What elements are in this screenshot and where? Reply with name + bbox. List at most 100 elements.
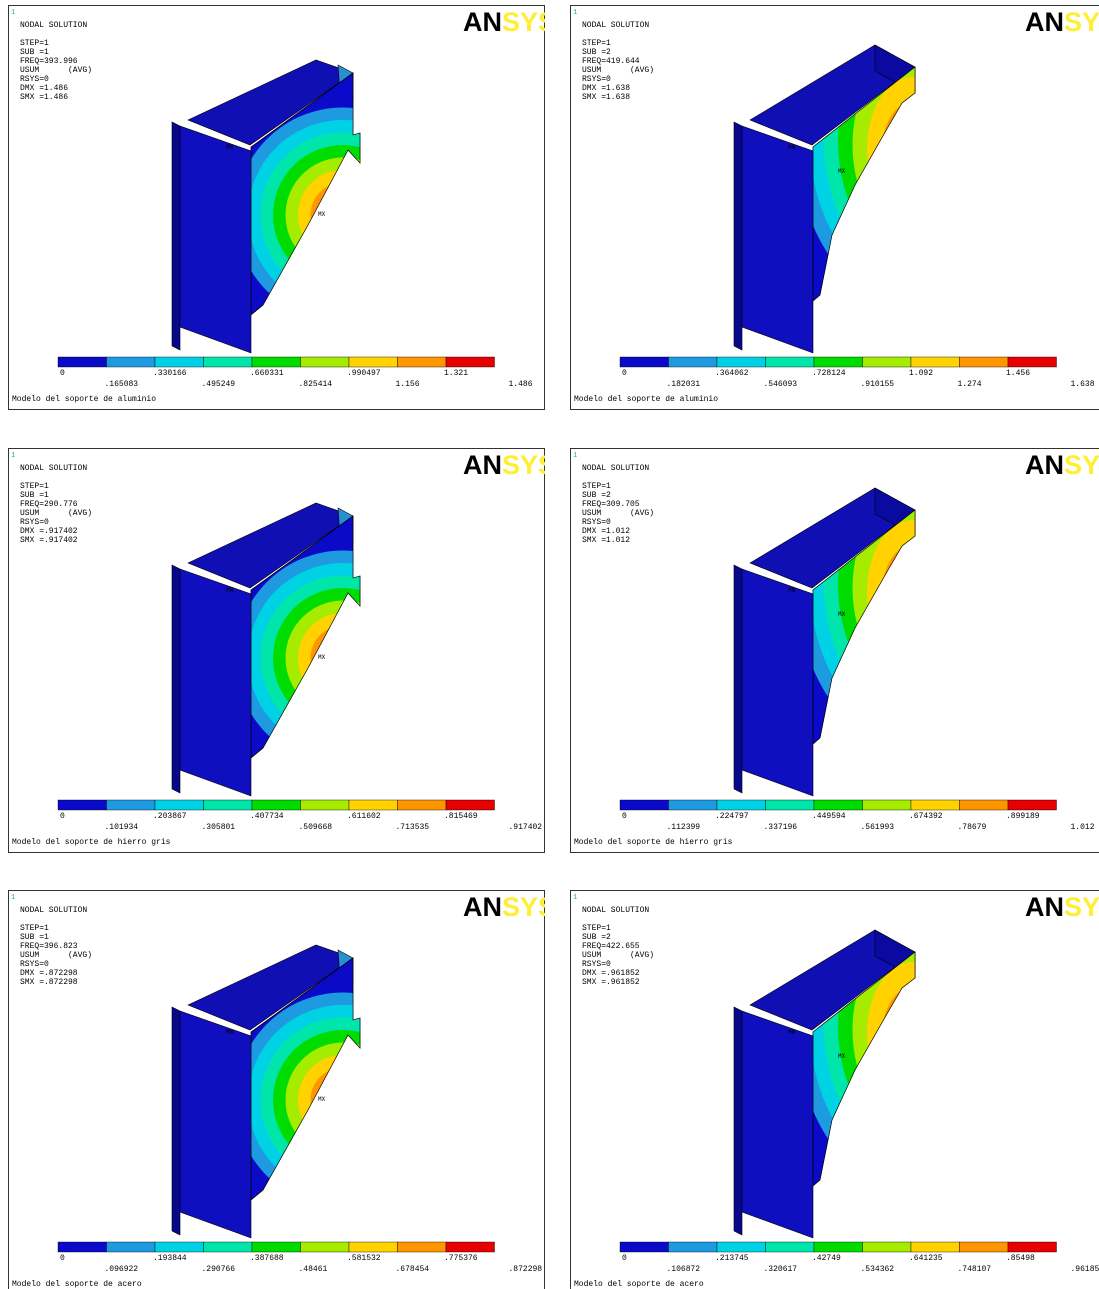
result-title: NODAL SOLUTION (582, 906, 649, 915)
legend-label: .224797 (715, 812, 749, 821)
legend-swatch (58, 800, 107, 810)
legend-label: .290766 (202, 1265, 236, 1274)
result-info: SUB =2 (582, 491, 611, 500)
legend-swatch (58, 357, 107, 367)
legend-swatch (960, 800, 1009, 810)
window-number: 1 (573, 452, 577, 460)
caption: Modelo del soporte de acero (574, 1280, 704, 1289)
plate-front (180, 126, 251, 353)
logo-part: AN (463, 7, 502, 37)
plate-front (180, 1011, 251, 1238)
legend-swatch (349, 800, 398, 810)
plate-side (734, 1007, 742, 1235)
legend-swatch (252, 800, 301, 810)
result-info: DMX =1.012 (582, 527, 630, 536)
logo-part: SYS (1064, 892, 1099, 922)
logo-part: SYS (1064, 7, 1099, 37)
plate-side (172, 1007, 180, 1235)
result-title: NODAL SOLUTION (20, 21, 87, 30)
legend-swatch (155, 1242, 204, 1252)
logo-part: AN (463, 892, 502, 922)
legend-swatch (960, 357, 1009, 367)
legend-swatch (717, 800, 766, 810)
legend-swatch (717, 1242, 766, 1252)
result-info: SUB =1 (20, 933, 49, 942)
logo-part: SYS (502, 7, 556, 37)
plate-front (742, 126, 813, 353)
legend-label: 0 (60, 812, 65, 821)
legend-swatch (398, 357, 447, 367)
result-info: STEP=1 (20, 39, 49, 48)
legend-label: .561993 (861, 823, 895, 832)
legend-swatch (1008, 800, 1057, 810)
result-info: FREQ=396.823 (20, 942, 78, 951)
result-panel: 1NODAL SOLUTIONSTEP=1SUB =1FREQ=290.776U… (9, 449, 557, 853)
legend-swatch (620, 1242, 669, 1252)
legend-swatch (620, 800, 669, 810)
min-marker: MN (788, 587, 796, 594)
legend-swatch (911, 800, 960, 810)
result-info: RSYS=0 (582, 75, 611, 84)
max-marker: MX (318, 1096, 326, 1103)
legend-label: .182031 (667, 380, 701, 389)
result-info: DMX =.917402 (20, 527, 78, 536)
legend-swatch (107, 357, 156, 367)
legend-swatch (398, 1242, 447, 1252)
legend-swatch (446, 1242, 495, 1252)
window-number: 1 (573, 9, 577, 17)
result-info: RSYS=0 (20, 75, 49, 84)
logo-part: AN (1025, 892, 1064, 922)
legend-label: .581532 (347, 1254, 381, 1263)
legend-label: .305801 (202, 823, 236, 832)
result-info: SUB =1 (20, 491, 49, 500)
legend-swatch (446, 800, 495, 810)
legend-label: .48461 (299, 1265, 328, 1274)
ansys-logo: ANSYS (1025, 892, 1099, 922)
legend-swatch (1008, 357, 1057, 367)
result-info: FREQ=422.655 (582, 942, 640, 951)
result-info: STEP=1 (20, 924, 49, 933)
legend-swatch (766, 800, 815, 810)
max-marker: MX (838, 1053, 846, 1060)
legend-label: 0 (622, 1254, 627, 1263)
legend-label: 1.092 (909, 369, 933, 378)
legend-label: .546093 (764, 380, 798, 389)
logo-part: SYS (502, 892, 556, 922)
caption: Modelo del soporte de acero (12, 1280, 142, 1289)
window-number: 1 (11, 452, 15, 460)
min-marker: MN (788, 1029, 796, 1036)
result-info: FREQ=419.644 (582, 57, 640, 66)
legend-label: .611602 (347, 812, 381, 821)
plate-front (742, 1011, 813, 1238)
result-info: SMX =1.012 (582, 536, 630, 545)
max-marker: MX (318, 654, 326, 661)
legend-label: 1.156 (396, 380, 420, 389)
screenshot: 1NODAL SOLUTIONSTEP=1SUB =1FREQ=393.996U… (0, 0, 1099, 1289)
result-info: SUB =2 (582, 48, 611, 57)
legend-swatch (349, 357, 398, 367)
legend-label: 0 (60, 369, 65, 378)
ansys-logo: ANSYS (463, 450, 556, 480)
result-info: FREQ=393.996 (20, 57, 78, 66)
legend-label: 1.321 (444, 369, 468, 378)
min-marker: MN (788, 144, 796, 151)
result-info: STEP=1 (20, 482, 49, 491)
plate-side (734, 565, 742, 793)
result-info: SMX =.917402 (20, 536, 78, 545)
max-marker: MX (318, 211, 326, 218)
legend-label: 1.274 (958, 380, 982, 389)
legend-swatch (620, 357, 669, 367)
legend-swatch (204, 357, 253, 367)
legend-label: .364062 (715, 369, 749, 378)
legend-swatch (814, 1242, 863, 1252)
legend-label: .899189 (1006, 812, 1040, 821)
legend-label: .112399 (667, 823, 701, 832)
result-info: DMX =1.638 (582, 84, 630, 93)
legend-label: .961852 (1071, 1265, 1099, 1274)
legend-label: .78679 (958, 823, 987, 832)
legend-swatch (863, 357, 912, 367)
